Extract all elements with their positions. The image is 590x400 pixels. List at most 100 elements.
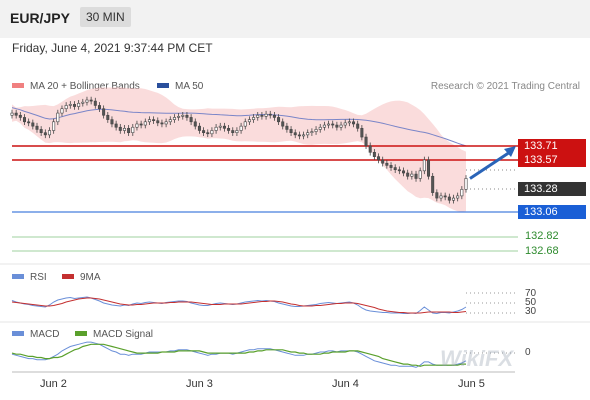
target-132-68: 132.68 xyxy=(525,245,559,257)
candle-body xyxy=(406,172,410,177)
candle-body xyxy=(447,196,451,201)
rsi-level-70: 70 xyxy=(525,288,537,299)
candle-body xyxy=(185,114,189,118)
candle-body xyxy=(189,117,193,123)
candle-body xyxy=(56,112,60,123)
candle-body xyxy=(147,119,151,123)
legend-macd-signal-label: MACD Signal xyxy=(93,329,154,340)
candle-body xyxy=(414,173,418,179)
candle-body xyxy=(377,156,381,161)
candle-body xyxy=(214,126,218,131)
forecast-arrow-head xyxy=(504,146,516,157)
macd-signal-swatch xyxy=(75,330,87,336)
ma50-swatch xyxy=(157,82,169,88)
forecast-arrow-shaft xyxy=(469,150,511,180)
candle-body xyxy=(118,126,122,131)
candle-body xyxy=(427,159,431,177)
candle-body xyxy=(397,169,401,172)
ma20-swatch xyxy=(12,82,24,88)
candle-body xyxy=(206,132,210,135)
candle-body xyxy=(339,124,343,128)
candle-body xyxy=(60,108,64,114)
candle-body xyxy=(72,104,76,107)
watermark: WikiFX xyxy=(440,346,514,371)
candle-body xyxy=(14,112,18,116)
candle-body xyxy=(85,99,89,103)
bollinger-band xyxy=(12,87,466,212)
credit-label: Research © 2021 Trading Central xyxy=(430,81,580,92)
candle-body xyxy=(31,122,35,127)
candle-body xyxy=(39,129,43,133)
candle-body xyxy=(285,125,289,130)
candle-body xyxy=(247,119,251,123)
candle-body xyxy=(243,121,247,127)
candle-body xyxy=(35,125,39,130)
candle-body xyxy=(81,101,85,104)
candle-body xyxy=(281,121,285,127)
candle-body xyxy=(343,122,347,126)
price-tag-133-71: 133.71 xyxy=(518,139,586,153)
candle-body xyxy=(172,117,176,120)
candle-body xyxy=(456,195,460,199)
candle-body xyxy=(143,121,147,126)
candle-body xyxy=(202,130,206,133)
candle-body xyxy=(293,132,297,136)
candle-body xyxy=(297,134,301,137)
rsi-level-50: 50 xyxy=(525,297,537,308)
candle-body xyxy=(335,124,339,128)
candle-body xyxy=(222,125,226,129)
candle-body xyxy=(260,114,264,117)
legend-rsi: RSI xyxy=(12,272,47,283)
price-tag-current: 133.28 xyxy=(518,182,586,196)
candle-body xyxy=(443,195,447,198)
x-label-jun5: Jun 5 xyxy=(458,378,485,390)
legend-rsi-ma-label: 9MA xyxy=(80,272,101,283)
candle-body xyxy=(302,134,306,137)
candle-body xyxy=(368,145,372,153)
candle-body xyxy=(256,114,260,118)
candle-body xyxy=(122,128,126,131)
symbol-label: EUR/JPY xyxy=(10,10,70,26)
candle-body xyxy=(152,119,156,122)
candle-body xyxy=(264,113,268,117)
candle-body xyxy=(393,167,397,171)
candle-body xyxy=(435,192,439,199)
candle-body xyxy=(235,130,239,133)
candle-body xyxy=(431,175,435,193)
timeframe-button[interactable]: 30 MIN xyxy=(80,7,131,27)
candle-body xyxy=(89,99,93,102)
candle-body xyxy=(160,122,164,125)
rsi-swatch xyxy=(12,273,24,279)
x-label-jun2: Jun 2 xyxy=(40,378,67,390)
legend-macd-signal: MACD Signal xyxy=(75,329,153,340)
rsi-ma-swatch xyxy=(62,273,74,279)
candle-body xyxy=(422,159,426,172)
candle-body xyxy=(410,173,414,177)
legend-ma20-label: MA 20 + Bollinger Bands xyxy=(30,81,140,92)
x-label-jun4: Jun 4 xyxy=(332,378,359,390)
candle-body xyxy=(277,117,281,123)
candle-body xyxy=(306,132,310,136)
candle-body xyxy=(10,112,14,116)
candle-body xyxy=(314,129,318,132)
candle-body xyxy=(156,120,160,124)
target-132-82: 132.82 xyxy=(525,230,559,242)
candle-body xyxy=(322,124,326,128)
legend-ma50: MA 50 xyxy=(157,81,203,92)
candle-body xyxy=(327,123,331,126)
candle-body xyxy=(193,121,197,127)
candle-body xyxy=(252,117,256,120)
candle-body xyxy=(331,123,335,126)
candle-body xyxy=(135,123,139,128)
candle-body xyxy=(381,159,385,164)
candle-body xyxy=(268,113,272,116)
candle-body xyxy=(347,121,351,124)
candle-body xyxy=(197,125,201,131)
candle-body xyxy=(372,152,376,157)
candle-body xyxy=(127,128,131,133)
candle-body xyxy=(231,130,235,133)
rsi-level-30: 30 xyxy=(525,306,537,317)
legend-ma20: MA 20 + Bollinger Bands xyxy=(12,81,140,92)
legend-ma50-label: MA 50 xyxy=(175,81,204,92)
